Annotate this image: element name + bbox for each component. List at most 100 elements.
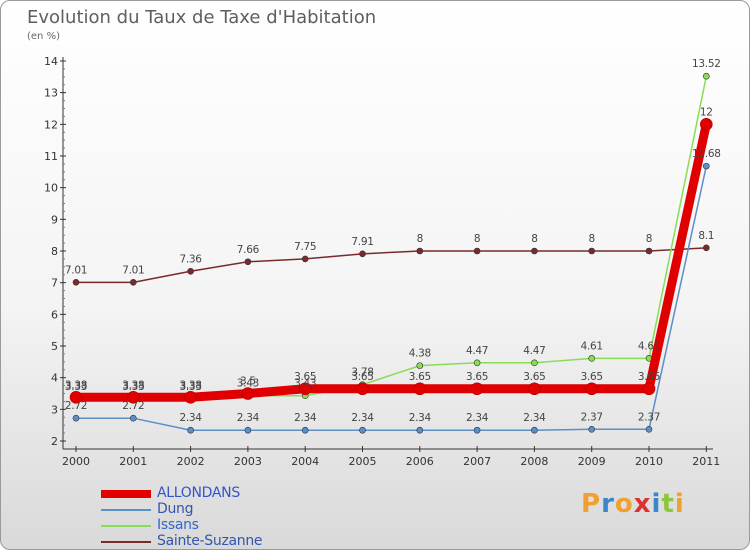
data-point-allondans: [585, 382, 599, 396]
data-label-sainte-suzanne: 7.36: [180, 253, 203, 265]
data-label-allondans: 3.65: [351, 371, 373, 383]
data-label-issans: 3.43: [237, 378, 259, 390]
legend-label-sainte-suzanne: Sainte-Suzanne: [157, 533, 263, 549]
data-point-allondans: [699, 118, 713, 131]
data-label-dung: 2.72: [65, 400, 87, 412]
data-point-sainte-suzanne: [473, 247, 481, 255]
data-point-allondans: [241, 387, 255, 400]
data-label-issans: 4.47: [523, 345, 545, 357]
data-label-dung: 2.34: [466, 412, 489, 424]
data-point-allondans: [184, 390, 197, 404]
legend-swatch-issans: [101, 525, 151, 527]
series-line-issans: [75, 75, 708, 400]
data-point-dung: [588, 425, 596, 433]
data-point-issans: [416, 362, 424, 369]
data-label-sainte-suzanne: 7.01: [65, 264, 87, 276]
data-label-issans: 4.61: [638, 340, 660, 352]
data-label-issans: 3.33: [180, 381, 202, 393]
logo-letter: i: [651, 489, 662, 519]
data-label-sainte-suzanne: 7.91: [351, 236, 373, 248]
data-label-sainte-suzanne: 8.1: [698, 230, 714, 242]
data-label-dung: 2.34: [180, 412, 203, 424]
x-tick-label: 2006: [406, 455, 434, 468]
legend-label-allondans: ALLONDANS: [157, 485, 240, 501]
chart-subtitle: (en %): [27, 31, 60, 42]
y-tick-label: 7: [51, 277, 58, 290]
data-label-dung: 10.68: [692, 148, 721, 160]
data-label-sainte-suzanne: 7.66: [237, 244, 260, 256]
x-tick-label: 2005: [349, 455, 377, 468]
x-tick-label: 2002: [177, 455, 205, 468]
data-point-allondans: [127, 390, 140, 404]
data-label-sainte-suzanne: 8: [474, 233, 480, 245]
data-point-dung: [359, 426, 366, 434]
data-point-dung: [645, 425, 653, 433]
data-point-dung: [702, 162, 710, 170]
data-point-allondans: [298, 382, 312, 396]
data-point-sainte-suzanne: [244, 258, 252, 266]
data-label-dung: 2.34: [351, 412, 374, 424]
x-tick-label: 2010: [635, 455, 663, 468]
data-label-dung: 2.34: [523, 412, 546, 424]
data-point-issans: [473, 359, 481, 367]
data-label-dung: 2.34: [409, 412, 432, 424]
data-point-allondans: [528, 382, 541, 396]
data-point-allondans: [69, 390, 83, 404]
data-label-issans: 4.61: [581, 340, 603, 352]
chart-title: Evolution du Taux de Taxe d'Habitation: [27, 7, 377, 28]
data-label-dung: 2.72: [122, 400, 144, 412]
data-label-allondans: 3.65: [409, 371, 431, 383]
logo-letter: o: [614, 489, 634, 519]
x-tick-label: 2007: [463, 455, 491, 468]
y-tick-label: 12: [44, 118, 58, 131]
legend-swatch-dung: [101, 509, 151, 511]
legend-label-issans: Issans: [157, 517, 199, 533]
data-point-issans: [531, 359, 538, 367]
data-point-allondans: [470, 382, 484, 396]
data-point-dung: [72, 414, 80, 422]
y-tick-label: 8: [51, 245, 58, 258]
y-tick-label: 11: [44, 150, 58, 163]
data-point-sainte-suzanne: [301, 255, 309, 263]
data-point-issans: [588, 355, 596, 362]
y-tick-label: 14: [44, 55, 58, 68]
data-point-dung: [301, 426, 309, 434]
series-line-allondans: [71, 119, 711, 402]
data-label-sainte-suzanne: 8: [417, 233, 423, 245]
data-label-sainte-suzanne: 8: [531, 233, 537, 245]
y-tick-label: 2: [51, 435, 58, 448]
data-label-sainte-suzanne: 7.75: [294, 241, 316, 253]
data-label-allondans: 12: [700, 106, 713, 118]
data-label-allondans: 3.65: [294, 371, 316, 383]
y-tick-label: 4: [51, 372, 58, 385]
y-tick-label: 13: [44, 87, 58, 100]
y-tick-label: 9: [51, 213, 58, 226]
data-point-sainte-suzanne: [702, 244, 710, 252]
data-point-allondans: [642, 382, 656, 396]
data-label-allondans: 3.38: [65, 379, 87, 391]
data-label-sainte-suzanne: 7.01: [122, 264, 144, 276]
logo-letter: x: [633, 489, 652, 519]
data-point-sainte-suzanne: [72, 279, 80, 286]
data-label-allondans: 3.65: [581, 371, 603, 383]
data-label-issans: 4.38: [409, 348, 431, 360]
data-label-issans: 3.33: [65, 381, 87, 393]
data-label-allondans: 3.38: [122, 379, 144, 391]
data-point-dung: [130, 414, 137, 422]
data-label-allondans: 3.65: [466, 371, 488, 383]
data-point-dung: [531, 426, 538, 434]
data-label-allondans: 3.65: [638, 371, 660, 383]
legend-label-dung: Dung: [157, 501, 194, 517]
logo-letter: r: [601, 489, 615, 519]
data-point-sainte-suzanne: [130, 279, 137, 286]
data-label-allondans: 3.65: [523, 371, 545, 383]
data-label-dung: 2.34: [237, 412, 260, 424]
legend-swatch-sainte-suzanne: [101, 541, 151, 543]
x-tick-label: 2000: [62, 455, 90, 468]
data-point-dung: [473, 426, 481, 434]
data-label-sainte-suzanne: 8: [646, 233, 652, 245]
legend-swatch-allondans: [101, 490, 151, 498]
x-tick-label: 2008: [520, 455, 548, 468]
logo-letter: i: [674, 489, 685, 519]
